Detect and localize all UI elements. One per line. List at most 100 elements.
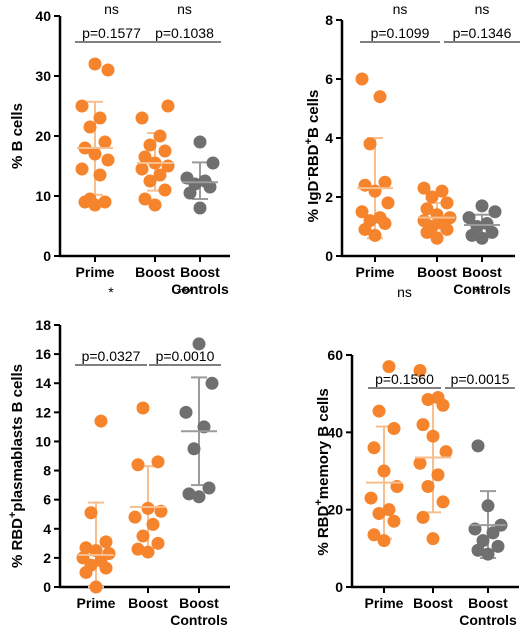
data-point-boost xyxy=(148,198,162,212)
x-category-label: Boost xyxy=(413,595,453,611)
data-point-prime xyxy=(363,137,377,151)
data-point-controls xyxy=(198,174,212,188)
x-category-label: Controls xyxy=(453,281,511,297)
data-point-boost xyxy=(141,545,155,559)
y-tick-label: 40 xyxy=(327,424,343,440)
data-point-prime xyxy=(84,506,98,520)
data-point-prime xyxy=(372,404,386,418)
y-tick-label: 8 xyxy=(43,463,51,479)
data-point-boost xyxy=(136,401,150,415)
data-point-prime xyxy=(79,541,93,555)
data-point-prime xyxy=(101,63,115,77)
data-point-boost xyxy=(417,214,431,228)
data-point-boost xyxy=(435,184,449,198)
significance-label: ns xyxy=(393,1,408,17)
data-point-prime xyxy=(372,507,386,521)
p-value-label: p=0.1577 xyxy=(82,25,141,41)
data-point-boost xyxy=(143,174,157,188)
y-axis-label: % IgD-RBD+B cells xyxy=(303,90,322,223)
data-point-controls xyxy=(206,156,220,170)
data-point-boost xyxy=(413,363,427,377)
data-point-boost xyxy=(135,111,149,125)
data-point-controls xyxy=(197,420,211,434)
data-point-controls xyxy=(462,211,476,225)
y-axis-label: % RBD+plasmablasts B cells xyxy=(7,364,26,568)
data-point-boost xyxy=(416,510,430,524)
data-point-controls xyxy=(480,217,494,231)
data-point-boost xyxy=(151,536,165,550)
data-point-controls xyxy=(475,199,489,213)
y-tick-label: 4 xyxy=(43,521,51,537)
data-point-boost xyxy=(430,231,444,245)
data-point-boost xyxy=(158,183,172,197)
data-point-controls xyxy=(192,337,206,351)
x-category-label: Boost xyxy=(135,264,175,280)
data-point-prime xyxy=(377,464,391,478)
data-point-boost xyxy=(141,501,155,515)
data-point-prime xyxy=(368,228,382,242)
y-tick-label: 10 xyxy=(35,188,51,204)
y-tick-label: 20 xyxy=(35,128,51,144)
y-tick-label: 60 xyxy=(327,347,343,363)
y-tick-label: 0 xyxy=(325,248,333,264)
data-point-boost xyxy=(131,458,145,472)
data-point-prime xyxy=(93,111,107,125)
data-point-boost xyxy=(146,517,160,531)
y-axis-label-part: RBD xyxy=(305,144,322,177)
y-tick-label: 2 xyxy=(325,189,333,205)
data-point-prime xyxy=(83,120,97,134)
data-point-prime xyxy=(367,528,381,542)
data-point-controls xyxy=(205,376,219,390)
data-point-boost xyxy=(421,392,435,406)
x-category-label: Controls xyxy=(171,281,229,297)
significance-label: ns xyxy=(475,1,490,17)
x-category-label: Boost xyxy=(468,595,508,611)
data-point-boost xyxy=(128,510,142,524)
y-tick-label: 14 xyxy=(35,375,51,391)
data-point-prime xyxy=(75,162,89,176)
data-point-prime xyxy=(382,360,396,374)
data-point-prime xyxy=(382,503,396,517)
data-point-boost xyxy=(153,168,167,182)
y-tick-label: 30 xyxy=(35,68,51,84)
p-value-label: p=0.1038 xyxy=(155,25,214,41)
x-category-label: Prime xyxy=(365,595,404,611)
x-category-label: Prime xyxy=(76,264,115,280)
significance-label: *** xyxy=(177,284,194,300)
y-axis-label-part: % IgD xyxy=(305,180,322,222)
y-tick-label: 16 xyxy=(35,346,51,362)
data-point-prime xyxy=(89,580,103,594)
data-point-prime xyxy=(102,547,116,561)
data-point-prime xyxy=(101,153,115,167)
data-point-controls xyxy=(481,499,495,513)
data-point-prime xyxy=(363,214,377,228)
data-point-boost xyxy=(143,138,157,152)
data-point-boost xyxy=(416,418,430,432)
y-tick-label: 20 xyxy=(327,502,343,518)
y-axis-label-superscript: - xyxy=(303,177,315,181)
data-point-prime xyxy=(83,192,97,206)
data-point-boost xyxy=(426,429,440,443)
data-point-controls xyxy=(471,439,485,453)
y-tick-label: 4 xyxy=(325,130,333,146)
data-point-boost xyxy=(420,202,434,216)
data-point-boost xyxy=(161,99,175,113)
data-point-boost xyxy=(426,532,440,546)
y-axis-label: % B cells xyxy=(9,103,26,169)
data-point-boost xyxy=(138,192,152,206)
data-point-controls xyxy=(179,405,193,419)
x-category-label: Boost xyxy=(180,264,220,280)
data-point-boost xyxy=(151,455,165,469)
data-point-prime xyxy=(373,211,387,225)
y-tick-label: 10 xyxy=(35,433,51,449)
data-point-prime xyxy=(88,57,102,71)
data-point-prime xyxy=(75,99,89,113)
data-point-controls xyxy=(187,442,201,456)
x-category-label: Boost xyxy=(417,264,457,280)
data-point-prime xyxy=(99,535,113,549)
data-point-controls xyxy=(193,135,207,149)
data-point-controls xyxy=(486,526,500,540)
p-value-label: p=0.1099 xyxy=(371,25,430,41)
